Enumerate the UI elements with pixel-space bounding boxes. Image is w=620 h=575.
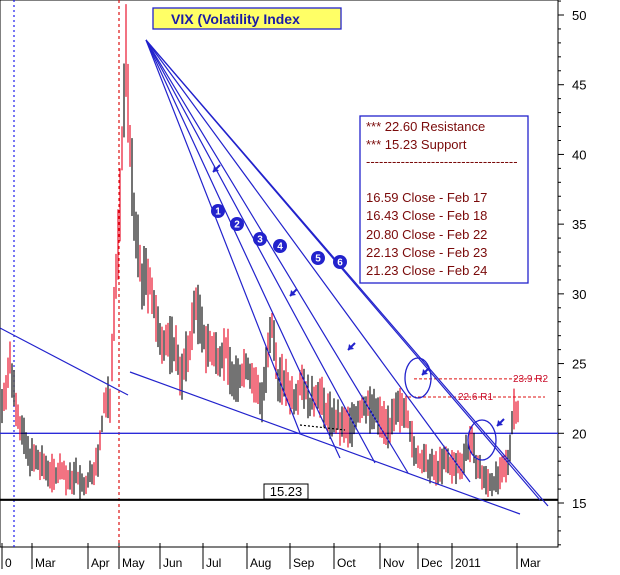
level-r2-label: 23.9 R2 — [513, 374, 548, 385]
month-label-11: 2011 — [455, 556, 481, 570]
arrow-icon-4 — [497, 420, 503, 426]
annotation-line-3: 16.59 Close - Feb 17 — [366, 190, 487, 205]
y-tick-label-50: 50 — [572, 8, 586, 23]
fan-number-3: 4 — [277, 242, 283, 253]
month-label-2: Apr — [91, 556, 110, 570]
trend-line-6 — [145, 39, 409, 474]
annotation-box — [359, 115, 529, 284]
annotation-line-7: 21.23 Close - Feb 24 — [366, 263, 487, 278]
trend-line-2 — [299, 424, 346, 431]
trend-line-5 — [145, 39, 376, 464]
highlight-circle-1 — [404, 357, 432, 399]
annotation-line-6: 22.13 Close - Feb 23 — [366, 245, 487, 260]
chart-title: VIX (Volatility Index — [171, 11, 300, 27]
y-tick-label-45: 45 — [572, 78, 586, 93]
month-label-6: Aug — [250, 556, 271, 570]
month-label-5: Jul — [206, 556, 221, 570]
month-label-9: Nov — [383, 556, 404, 570]
month-label-1: Mar — [35, 556, 56, 570]
fan-number-badge-0 — [211, 204, 225, 218]
trend-line-3 — [145, 39, 301, 434]
support-label: 15.23 — [270, 484, 303, 499]
fan-number-5: 6 — [337, 258, 343, 269]
level-r1-label: 22.6 R1 — [458, 392, 493, 403]
fan-number-4: 5 — [315, 254, 321, 265]
arrow-icon-2 — [348, 344, 354, 350]
trend-line-1 — [129, 371, 521, 515]
fan-number-badge-4 — [311, 251, 325, 265]
month-label-3: May — [122, 556, 145, 570]
annotation-line-0: *** 22.60 Resistance — [366, 119, 485, 134]
fan-number-2: 3 — [257, 235, 263, 246]
fan-number-badge-2 — [253, 232, 267, 246]
fan-number-0: 1 — [215, 207, 221, 218]
y-tick-label-30: 30 — [572, 287, 586, 302]
month-label-4: Jun — [163, 556, 182, 570]
annotation-line-4: 16.43 Close - Feb 18 — [366, 208, 487, 223]
fan-number-badge-1 — [230, 217, 244, 231]
fan-number-badge-5 — [333, 255, 347, 269]
month-label-7: Sep — [293, 556, 315, 570]
highlight-circle-2 — [467, 419, 497, 461]
y-tick-label-40: 40 — [572, 147, 586, 162]
trend-line-4 — [145, 39, 341, 459]
y-tick-label-20: 20 — [572, 426, 586, 441]
y-tick-label-35: 35 — [572, 217, 586, 232]
annotation-line-2: ----------------------------------- — [366, 154, 518, 169]
fan-number-1: 2 — [234, 220, 240, 231]
arrow-icon-0 — [213, 166, 219, 172]
month-label-12: Mar — [520, 556, 541, 570]
y-tick-label-15: 15 — [572, 496, 586, 511]
month-label-8: Oct — [337, 556, 356, 570]
trend-line-7 — [145, 39, 471, 483]
fan-number-badge-3 — [273, 239, 287, 253]
month-label-0: 0 — [5, 556, 12, 570]
support-label-box — [263, 483, 309, 500]
trend-line-0 — [0, 327, 129, 396]
y-tick-label-25: 25 — [572, 357, 586, 372]
arrow-icon-1 — [290, 290, 296, 296]
annotation-line-1: *** 15.23 Support — [366, 137, 467, 152]
arrow-icon-3 — [422, 369, 428, 375]
annotation-line-5: 20.80 Close - Feb 22 — [366, 227, 487, 242]
title-box — [152, 7, 342, 30]
month-label-10: Dec — [421, 556, 442, 570]
